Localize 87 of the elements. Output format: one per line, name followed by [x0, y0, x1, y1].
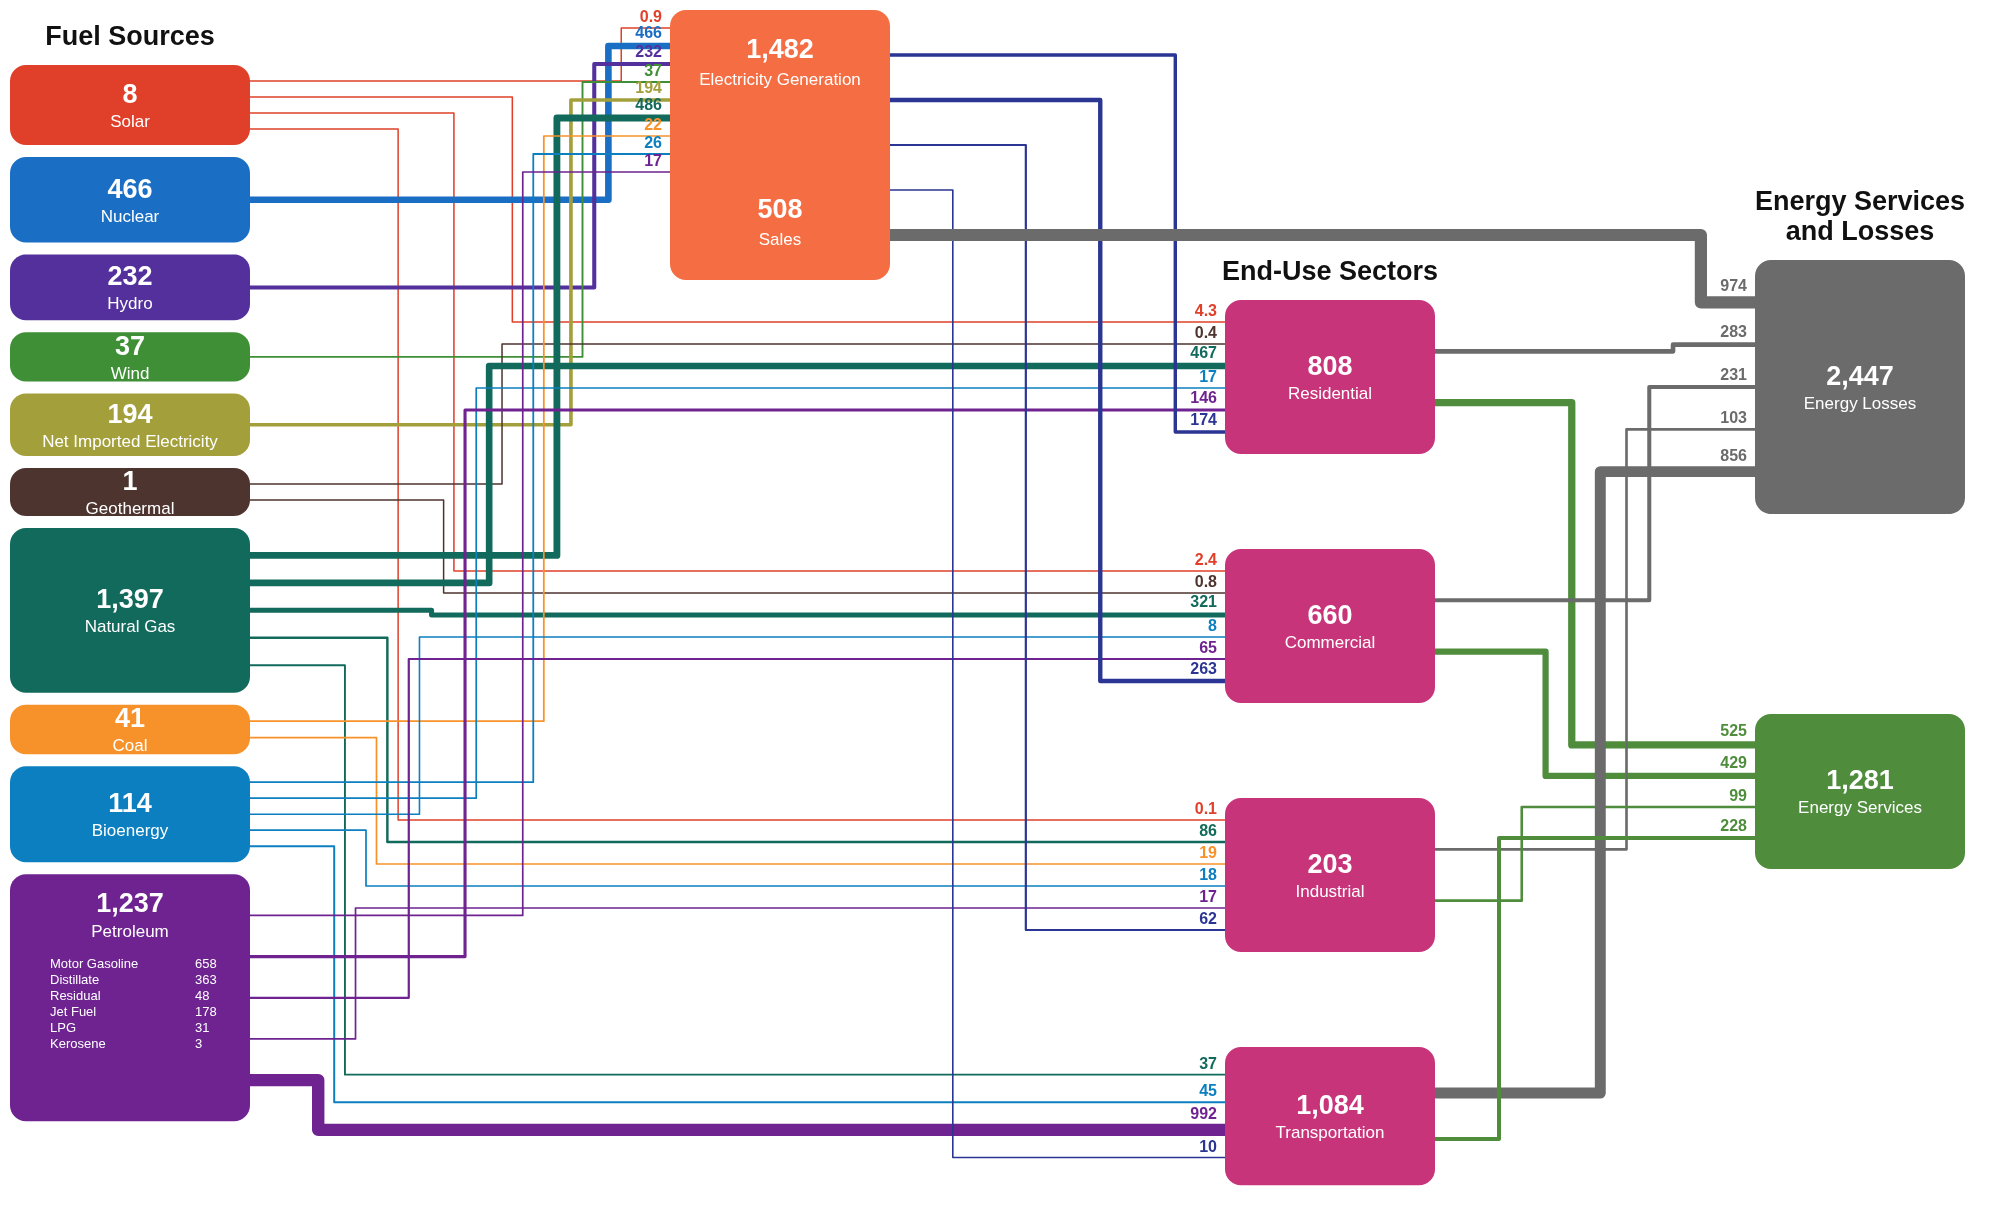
- data-label: 1,084: [1296, 1090, 1364, 1121]
- data-label: 41: [114, 703, 146, 734]
- category-label: Kerosene: [50, 1036, 106, 1052]
- category-label: Petroleum: [91, 922, 169, 942]
- category-label: Geothermal: [85, 498, 175, 518]
- data-label: 86: [1199, 821, 1218, 839]
- category-label: Solar: [110, 112, 151, 131]
- category-label: Natural Gas: [84, 617, 176, 637]
- data-label: 48: [195, 988, 210, 1004]
- data-label: 466: [107, 173, 153, 204]
- category-label: Jet Fuel: [50, 1004, 97, 1020]
- data-label: 974: [1720, 277, 1748, 295]
- data-label: 26: [644, 134, 663, 152]
- data-label: 658: [195, 956, 217, 972]
- data-label: 194: [107, 398, 153, 429]
- category-label: Hydro: [107, 294, 153, 314]
- data-label: 321: [1190, 593, 1218, 611]
- data-label: 37: [114, 330, 146, 361]
- category-label: Net Imported Electricity: [42, 431, 219, 451]
- category-label: Commercial: [1284, 633, 1376, 652]
- category-label: Residual: [50, 988, 101, 1004]
- data-label: 8: [1208, 617, 1218, 635]
- data-label: 17: [1199, 368, 1218, 386]
- category-label: Bioenergy: [91, 821, 169, 841]
- data-label: 856: [1720, 447, 1748, 465]
- text: Energy Services and Losses: [1754, 186, 1966, 246]
- data-label: 3: [195, 1036, 203, 1052]
- data-label: 1: [122, 465, 138, 496]
- category-label: Transportation: [1275, 1123, 1385, 1143]
- data-label: 525: [1720, 722, 1748, 740]
- category-label: Energy Services: [1798, 798, 1922, 818]
- data-label: 146: [1190, 389, 1218, 407]
- data-label: 283: [1720, 323, 1748, 341]
- data-label: 178: [195, 1004, 217, 1020]
- category-label: Nuclear: [100, 206, 160, 226]
- data-label: 508: [757, 194, 803, 224]
- category-label: Distillate: [50, 972, 100, 988]
- data-label: 363: [195, 972, 217, 988]
- data-label: 467: [1190, 343, 1218, 361]
- category-label: Coal: [112, 736, 148, 756]
- data-label: 174: [1190, 411, 1218, 429]
- data-label: 992: [1190, 1104, 1218, 1122]
- data-label: 231: [1720, 365, 1748, 383]
- data-label: 0.1: [1194, 800, 1218, 818]
- data-label: 31: [195, 1020, 210, 1036]
- data-label: 65: [1199, 638, 1218, 656]
- data-label: 10: [1199, 1137, 1218, 1155]
- data-label: 0.9: [639, 8, 663, 26]
- data-label: 45: [1199, 1082, 1218, 1100]
- data-label: 808: [1307, 351, 1353, 381]
- category-label: Energy Losses: [1803, 394, 1917, 413]
- data-label: 228: [1720, 816, 1748, 834]
- data-label: 232: [107, 261, 153, 292]
- data-label: 103: [1720, 409, 1748, 427]
- data-label: 660: [1307, 600, 1353, 630]
- category-label: Wind: [110, 363, 150, 383]
- data-label: 429: [1720, 753, 1748, 771]
- data-label: 37: [644, 62, 663, 80]
- data-label: 263: [1190, 659, 1218, 677]
- data-label: 194: [635, 79, 663, 97]
- category-label: Industrial: [1295, 882, 1365, 901]
- data-label: 1,237: [96, 888, 164, 919]
- data-label: 0.8: [1194, 573, 1218, 591]
- category-label: Motor Gasoline: [50, 956, 139, 972]
- data-label: 0.4: [1194, 324, 1218, 342]
- data-label: 37: [1199, 1054, 1218, 1072]
- data-label: 17: [1199, 888, 1218, 906]
- data-label: 2.4: [1194, 551, 1218, 569]
- data-label: 62: [1199, 909, 1218, 927]
- text: Fuel Sources: [45, 21, 215, 51]
- data-label: 114: [108, 788, 152, 819]
- category-label: LPG: [50, 1020, 77, 1036]
- data-label: 19: [1199, 844, 1218, 862]
- category-label: Sales: [758, 230, 802, 249]
- data-label: 1,482: [746, 34, 814, 64]
- data-label: 99: [1729, 786, 1748, 804]
- category-label: Residential: [1287, 384, 1373, 403]
- text: End-Use Sectors: [1221, 256, 1439, 286]
- data-label: 1,397: [96, 584, 164, 615]
- data-label: 18: [1199, 866, 1218, 884]
- data-label: 17: [644, 152, 663, 170]
- data-label: 4.3: [1194, 302, 1218, 320]
- data-label: 203: [1307, 849, 1353, 879]
- data-label: 8: [122, 79, 138, 109]
- category-label: Electricity Generation: [699, 70, 861, 89]
- data-label: 1,281: [1826, 765, 1894, 796]
- data-label: 2,447: [1826, 361, 1894, 391]
